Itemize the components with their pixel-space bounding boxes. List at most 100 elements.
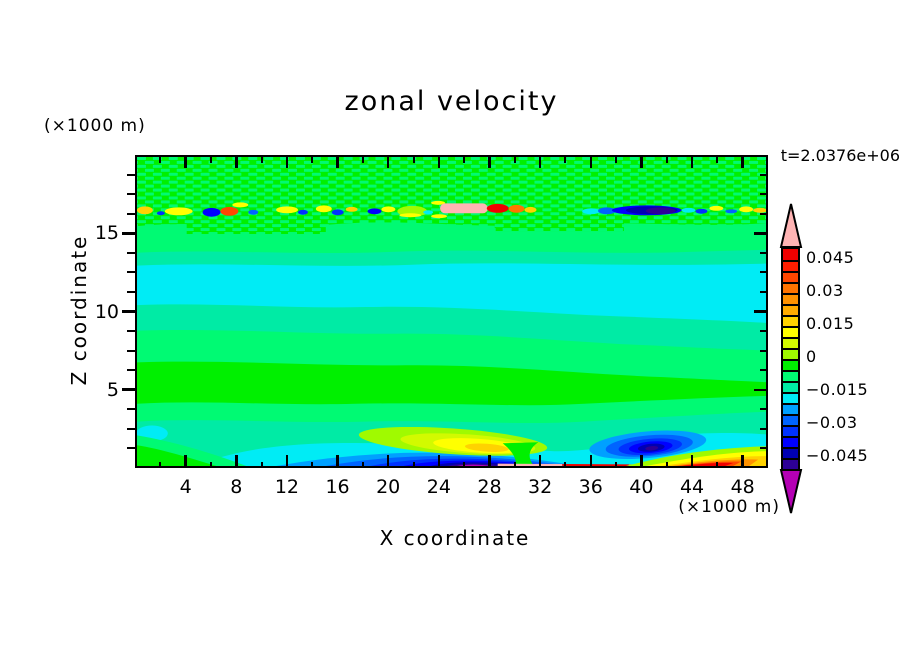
colorbar-cell [783,348,798,359]
tick-mark [361,462,364,468]
colorbar-cell [783,381,798,392]
colorbar-cell [783,458,798,469]
tick-mark [589,455,592,466]
contour-field [137,157,766,466]
tick-mark [122,310,135,313]
time-annotation: t=2.0376e+06 [780,146,900,165]
colorbar-cell [783,337,798,348]
tick-mark [127,271,135,274]
colorbar-cell [783,326,798,337]
colorbar-cell [783,370,798,381]
x-axis-units-label: (×1000 m) [678,497,780,517]
tick-mark [754,310,766,313]
colorbar [781,247,800,471]
tick-mark [760,330,766,333]
tick-mark [361,157,364,163]
tick-mark [127,447,135,450]
colorbar-cell [783,447,798,458]
tick-mark [615,462,618,468]
x-tick-label: 40 [629,476,654,498]
tick-mark [311,157,314,163]
x-tick-label: 8 [230,476,243,498]
tick-mark [336,455,339,466]
tick-mark [311,462,314,468]
colorbar-cell [783,436,798,447]
x-tick-label: 12 [274,476,299,498]
tick-mark [463,462,466,468]
tick-mark [184,157,187,168]
tick-mark [760,447,766,450]
tick-mark [665,462,668,468]
tick-mark [741,455,744,466]
plot-area [135,155,768,468]
x-axis-label: X coordinate [379,526,531,550]
tick-mark [760,349,766,352]
colorbar-cell [783,392,798,403]
tick-mark [760,271,766,274]
colorbar-cell [783,249,798,260]
tick-mark [127,290,135,293]
colorbar-label: 0.03 [806,281,844,300]
tick-mark [412,157,415,163]
tick-mark [513,157,516,163]
tick-mark [716,462,719,468]
tick-mark [760,251,766,254]
tick-mark [760,427,766,430]
tick-mark [760,212,766,215]
tick-mark [285,455,289,466]
tick-mark [615,157,618,163]
tick-mark [122,388,135,392]
colorbar-label: −0.03 [806,413,858,432]
tick-mark [690,157,694,168]
colorbar-label: 0.015 [806,314,855,333]
tick-mark [127,427,135,430]
tick-mark [122,231,135,235]
colorbar-cell [783,315,798,326]
tick-mark [760,408,766,411]
tick-mark [640,157,643,168]
colorbar-cell [783,271,798,282]
tick-mark [760,193,766,196]
tick-mark [760,369,766,372]
tick-mark [538,455,542,466]
colorbar-label: 0.045 [806,248,855,267]
tick-mark [260,157,263,163]
tick-mark [589,157,592,168]
tick-mark [159,462,162,468]
tick-mark [412,462,415,468]
tick-mark [513,462,516,468]
colorbar-cell [783,260,798,271]
tick-mark [127,330,135,333]
tick-mark [437,455,441,466]
colorbar-cell [783,304,798,315]
tick-mark [235,157,238,168]
tick-mark [538,157,542,168]
tick-mark [127,408,135,411]
x-tick-label: 16 [325,476,350,498]
tick-mark [127,251,135,254]
tick-mark [127,173,135,176]
tick-mark [437,157,441,168]
y-tick-label: 5 [106,378,119,401]
tick-mark [760,173,766,176]
tick-mark [463,157,466,163]
colorbar-cell [783,425,798,436]
colorbar-cell [783,293,798,304]
colorbar-label: −0.045 [806,446,869,465]
y-axis-units-label: (×1000 m) [44,116,146,136]
plot-title: zonal velocity [344,86,559,117]
tick-mark [488,455,491,466]
colorbar-under-arrow [779,469,803,514]
tick-mark [159,157,162,163]
x-tick-label: 32 [528,476,553,498]
x-tick-label: 28 [477,476,502,498]
tick-mark [285,157,289,168]
tick-mark [127,369,135,372]
tick-mark [184,455,187,466]
x-tick-label: 24 [426,476,451,498]
tick-mark [754,388,766,391]
x-tick-label: 4 [179,476,192,498]
tick-mark [386,455,390,466]
tick-mark [564,462,567,468]
